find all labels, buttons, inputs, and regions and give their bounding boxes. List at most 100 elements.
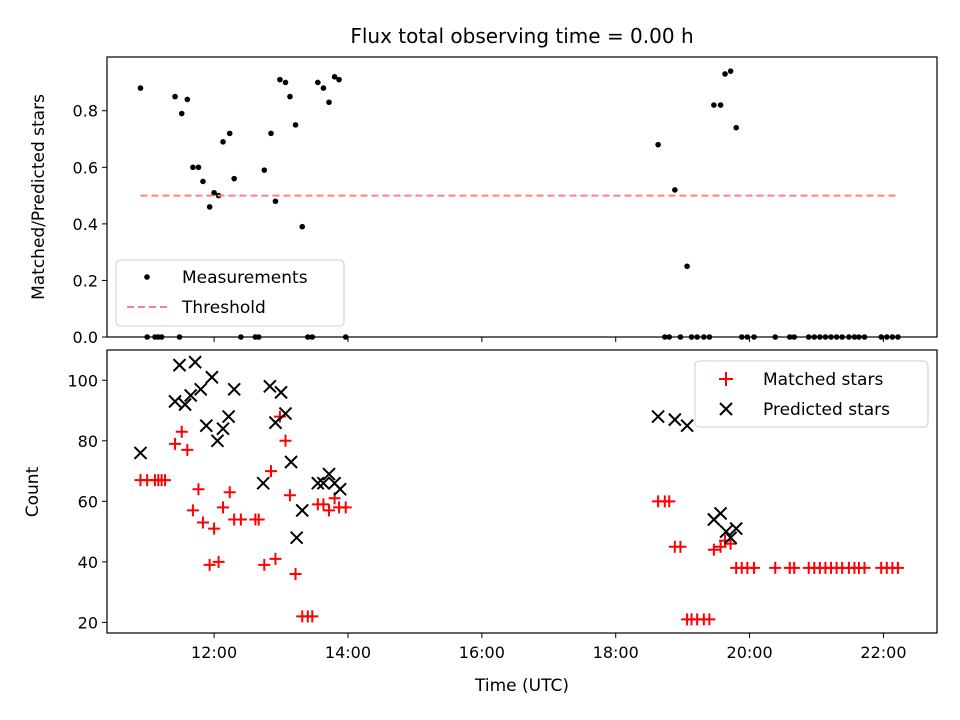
matched-star-point xyxy=(891,561,904,574)
matched-star-point xyxy=(192,483,205,496)
matched-star-point xyxy=(234,513,247,526)
bottom-plot-marks xyxy=(133,355,904,626)
predicted-star-point xyxy=(205,370,219,384)
measurement-point xyxy=(287,93,293,100)
measurement-point xyxy=(226,130,233,137)
matched-star-point xyxy=(196,516,209,529)
measurement-point xyxy=(195,164,202,171)
matched-star-point xyxy=(159,474,172,487)
predicted-star-point xyxy=(227,382,241,397)
y-tick-label: 0.0 xyxy=(73,328,98,347)
matched-star-point xyxy=(663,495,676,508)
legend-frame xyxy=(694,360,929,428)
matched-star-point xyxy=(748,561,761,574)
legend-matched-marker xyxy=(719,372,733,386)
measurement-point xyxy=(282,79,289,86)
x-axis-label: Time (UTC) xyxy=(474,676,569,696)
bottom-legend: Matched stars Predicted stars xyxy=(694,360,929,428)
predicted-star-point xyxy=(172,358,187,372)
matched-star-point xyxy=(217,501,230,514)
bottom-plot-frame xyxy=(106,349,938,634)
matched-star-point xyxy=(169,437,182,450)
top-axis-ticks: 0.0 0.2 0.4 0.6 0.8 xyxy=(73,102,884,347)
predicted-star-point xyxy=(274,385,288,400)
matched-star-point xyxy=(788,561,801,574)
y-tick-label: 60 xyxy=(78,492,98,511)
matched-star-point xyxy=(674,540,687,553)
x-tick-label: 18:00 xyxy=(593,643,639,662)
y-tick-label: 0.6 xyxy=(73,158,98,177)
predicted-star-point xyxy=(680,418,694,433)
predicted-star-point xyxy=(221,409,236,424)
matched-star-point xyxy=(769,561,782,574)
measurement-point xyxy=(231,175,237,182)
legend-threshold-label: Threshold xyxy=(181,298,266,318)
measurement-point xyxy=(292,122,299,128)
measurement-point xyxy=(711,102,717,108)
measurement-point xyxy=(315,79,321,86)
measurement-point xyxy=(655,141,661,148)
measurement-point xyxy=(190,164,196,171)
measurement-point xyxy=(220,139,226,145)
measurement-point xyxy=(137,85,144,91)
measurement-point xyxy=(272,198,279,205)
measurement-point xyxy=(331,73,338,80)
matched-star-point xyxy=(339,501,352,514)
matched-star-point xyxy=(323,504,336,517)
y-tick-label: 100 xyxy=(67,371,98,390)
measurement-point xyxy=(326,99,332,106)
matched-star-point xyxy=(283,489,296,502)
measurement-point xyxy=(261,167,268,173)
predicted-star-point xyxy=(668,412,682,427)
matched-star-point xyxy=(279,434,292,447)
matched-star-point xyxy=(264,465,277,478)
matched-star-point xyxy=(208,522,221,535)
measurement-point xyxy=(727,68,734,74)
x-tick-label: 12:00 xyxy=(191,643,237,662)
predicted-star-point xyxy=(713,506,728,521)
matched-star-point xyxy=(724,537,737,550)
measurement-point xyxy=(320,85,327,91)
bottom-panel: 12:00 14:00 16:00 18:00 20:00 22:00 20 40 60 80 10… xyxy=(23,349,938,696)
matched-star-point xyxy=(858,561,871,574)
legend-matched-label: Matched stars xyxy=(763,370,883,390)
y-tick-label: 0.2 xyxy=(73,271,98,290)
predicted-star-point xyxy=(651,409,665,424)
matched-star-point xyxy=(707,543,720,556)
predicted-star-point xyxy=(178,397,192,412)
predicted-star-point xyxy=(210,434,225,448)
measurement-point xyxy=(268,130,274,137)
predicted-star-point xyxy=(322,467,336,481)
matched-star-point xyxy=(306,610,319,623)
predicted-star-point xyxy=(194,382,208,397)
legend-predicted-label: Predicted stars xyxy=(763,400,890,420)
predicted-star-point xyxy=(333,482,347,496)
measurement-point xyxy=(200,178,206,185)
legend-measurements-label: Measurements xyxy=(182,268,308,288)
predicted-star-point xyxy=(199,418,213,433)
measurement-point xyxy=(277,76,283,83)
predicted-star-point xyxy=(168,394,182,409)
matched-star-point xyxy=(252,513,265,526)
matched-star-point xyxy=(269,552,282,565)
measurement-point xyxy=(184,96,191,103)
measurement-point xyxy=(178,110,185,117)
measurement-point xyxy=(211,189,217,196)
predicted-star-point xyxy=(289,530,304,545)
legend-frame xyxy=(115,259,345,327)
matched-star-point xyxy=(714,540,727,553)
matched-star-point xyxy=(175,425,188,438)
matched-star-point xyxy=(203,558,216,571)
x-tick-label: 22:00 xyxy=(860,643,906,662)
measurement-point xyxy=(722,71,728,77)
x-tick-label: 14:00 xyxy=(325,643,371,662)
measurement-point xyxy=(717,102,724,108)
matched-star-point xyxy=(289,567,302,580)
predicted-star-point xyxy=(295,503,309,518)
matched-star-point xyxy=(317,498,330,511)
y-tick-label: 0.4 xyxy=(73,215,98,234)
legend-measurements-marker xyxy=(144,274,150,280)
predicted-star-point xyxy=(188,355,202,369)
predicted-star-point xyxy=(263,379,277,394)
